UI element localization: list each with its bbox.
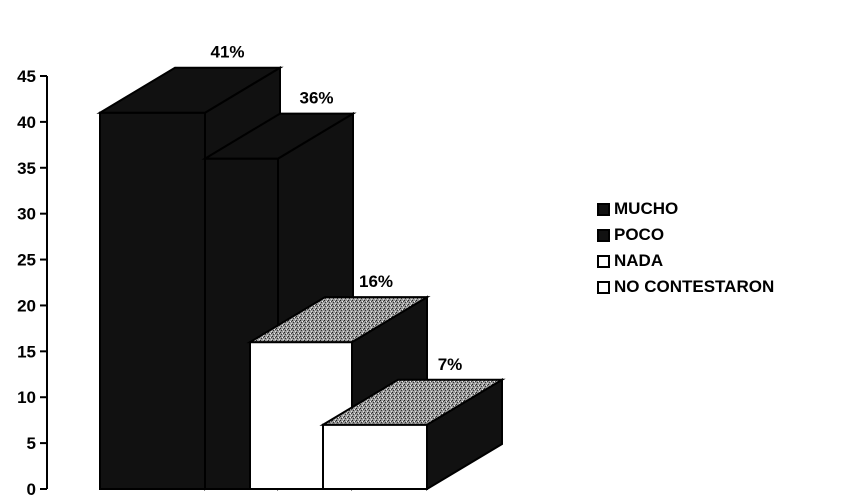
legend-item-nada: NADA <box>597 248 774 274</box>
y-axis: 0 5 10 15 20 25 30 35 40 45 <box>17 67 48 499</box>
y-tick-label: 35 <box>17 159 36 178</box>
bars <box>96 65 506 491</box>
data-label: 41% <box>210 43 244 62</box>
bar-front-face <box>99 111 206 490</box>
y-tick-label: 30 <box>17 205 36 224</box>
y-tick-label: 15 <box>17 342 36 361</box>
bar-front-face <box>322 423 428 490</box>
bar-top-face <box>246 296 431 344</box>
bar-top-face <box>319 378 506 426</box>
legend-swatch-mucho <box>597 202 610 216</box>
data-label: 16% <box>359 272 393 291</box>
y-tick-label: 45 <box>17 67 36 86</box>
legend-item-poco: POCO <box>597 222 774 248</box>
y-tick-label: 10 <box>17 388 36 407</box>
y-tick-label: 25 <box>17 251 36 270</box>
bar-top-face <box>201 112 357 160</box>
legend-swatch-no-contestaron <box>597 280 610 294</box>
y-tick-label: 20 <box>17 296 36 315</box>
y-tick-label: 40 <box>17 113 36 132</box>
y-tick-label: 0 <box>27 480 36 499</box>
legend-label-mucho: MUCHO <box>614 199 679 218</box>
data-labels: 41% 36% 16% 7% <box>210 43 462 374</box>
legend: MUCHO POCO NADA NO CONTESTARON <box>597 196 774 300</box>
legend-swatch-nada <box>597 254 610 268</box>
bar-no-contestaron <box>319 377 506 491</box>
legend-swatch-poco <box>597 228 610 242</box>
legend-item-mucho: MUCHO <box>597 196 774 222</box>
legend-label-nada: NADA <box>614 251 664 270</box>
legend-item-no-contestaron: NO CONTESTARON <box>597 274 774 300</box>
bar-top-face <box>96 66 284 114</box>
data-label: 36% <box>299 89 333 108</box>
legend-label-poco: POCO <box>614 225 665 244</box>
legend-label-no-contestaron: NO CONTESTARON <box>614 277 775 296</box>
y-tick-label: 5 <box>27 434 36 453</box>
data-label: 7% <box>438 355 463 374</box>
